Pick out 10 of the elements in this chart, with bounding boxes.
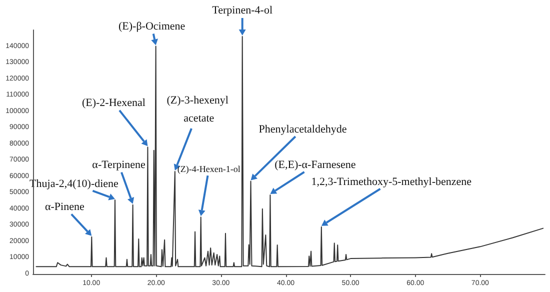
annotation: (E)-2-Hexenal bbox=[82, 97, 146, 110]
annotation: Terpinen-4-ol bbox=[212, 4, 272, 17]
annotation: Phenylacetaldehyde bbox=[258, 123, 347, 136]
annotation: α-Terpinene bbox=[92, 158, 146, 171]
annotation: (E)-β-Ocimene bbox=[118, 20, 186, 32]
annotation: α-Pinene bbox=[44, 200, 84, 213]
annotation: (Z)-4-Hexen-1-ol bbox=[177, 164, 241, 174]
annotation: (Z)-3-hexenyl acetate bbox=[166, 94, 232, 125]
annotation: 1,2,3-Trimethoxy-5-methyl-benzene bbox=[311, 176, 472, 188]
annotation: (E,E)-α-Farnesene bbox=[274, 158, 356, 171]
